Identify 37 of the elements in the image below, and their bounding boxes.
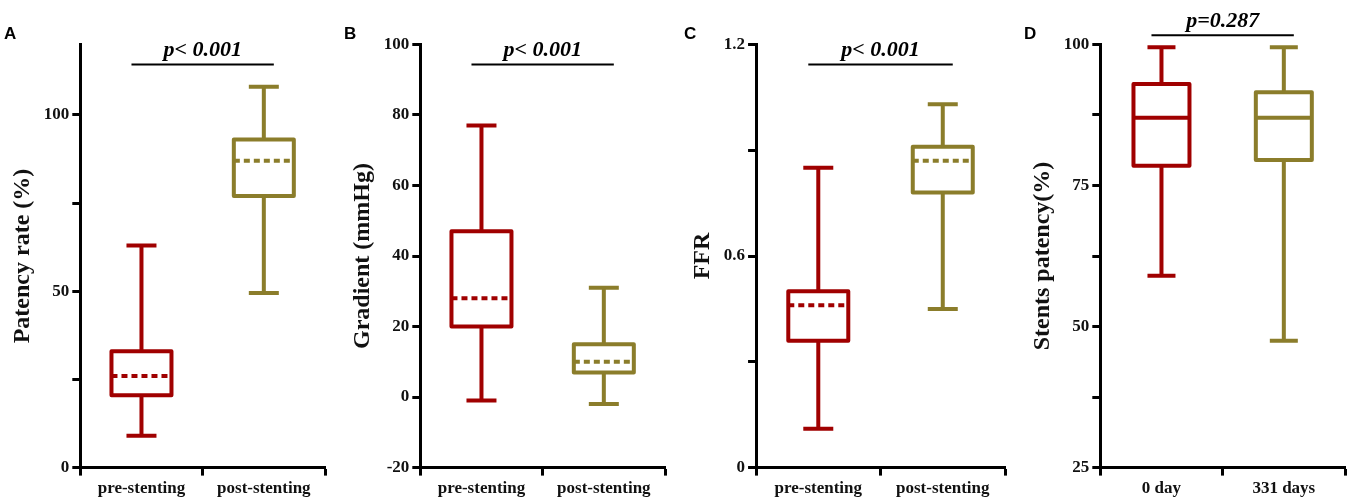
chart-title: A (4, 23, 17, 43)
y-tick-label: 60 (392, 174, 410, 194)
y-tick-label: 20 (392, 315, 410, 335)
chart-title: B (344, 23, 357, 43)
y-tick-label: 75 (1072, 174, 1090, 194)
y-tick-label: 100 (1063, 33, 1090, 53)
y-tick-label: 50 (52, 280, 70, 300)
x-tick-label: 0 day (1141, 478, 1182, 498)
annotation: p< 0.001 (839, 36, 920, 62)
y-tick-label: 80 (392, 104, 410, 124)
y-tick-label: 1.2 (723, 33, 746, 53)
y-tick-label: -20 (386, 456, 410, 476)
y-tick-label: 40 (392, 245, 410, 265)
chart-title: C (684, 23, 697, 43)
y-tick-label: 100 (383, 33, 410, 53)
y-axis-title: Patency rate (%) (7, 168, 34, 344)
x-tick-label: post-stenting (557, 478, 652, 498)
text: p=0.287 (1184, 6, 1261, 32)
y-tick-label: 0 (736, 456, 746, 476)
y-axis-title: FFR (687, 232, 714, 280)
chart-title: D (1024, 23, 1037, 43)
x-tick-label: post-stenting (896, 478, 991, 498)
x-tick-label: pre-stenting (97, 478, 186, 498)
x-tick-label: 331 days (1252, 478, 1316, 498)
y-tick-label: 0 (400, 386, 410, 406)
y-tick-label: 0.6 (723, 245, 746, 265)
x-tick-label: post-stenting (217, 478, 312, 498)
y-tick-label: 0 (60, 456, 70, 476)
y-tick-label: 100 (43, 104, 70, 124)
y-axis-title: Stents patency(%) (1027, 161, 1054, 351)
x-tick-label: pre-stenting (774, 478, 863, 498)
x-tick-label: pre-stenting (437, 478, 526, 498)
y-tick-label: 50 (1072, 315, 1090, 335)
annotation: p< 0.001 (161, 36, 242, 62)
y-axis-title: Gradient (mmHg) (347, 163, 374, 349)
y-tick-label: 25 (1072, 456, 1090, 476)
annotation: p< 0.001 (501, 36, 582, 62)
